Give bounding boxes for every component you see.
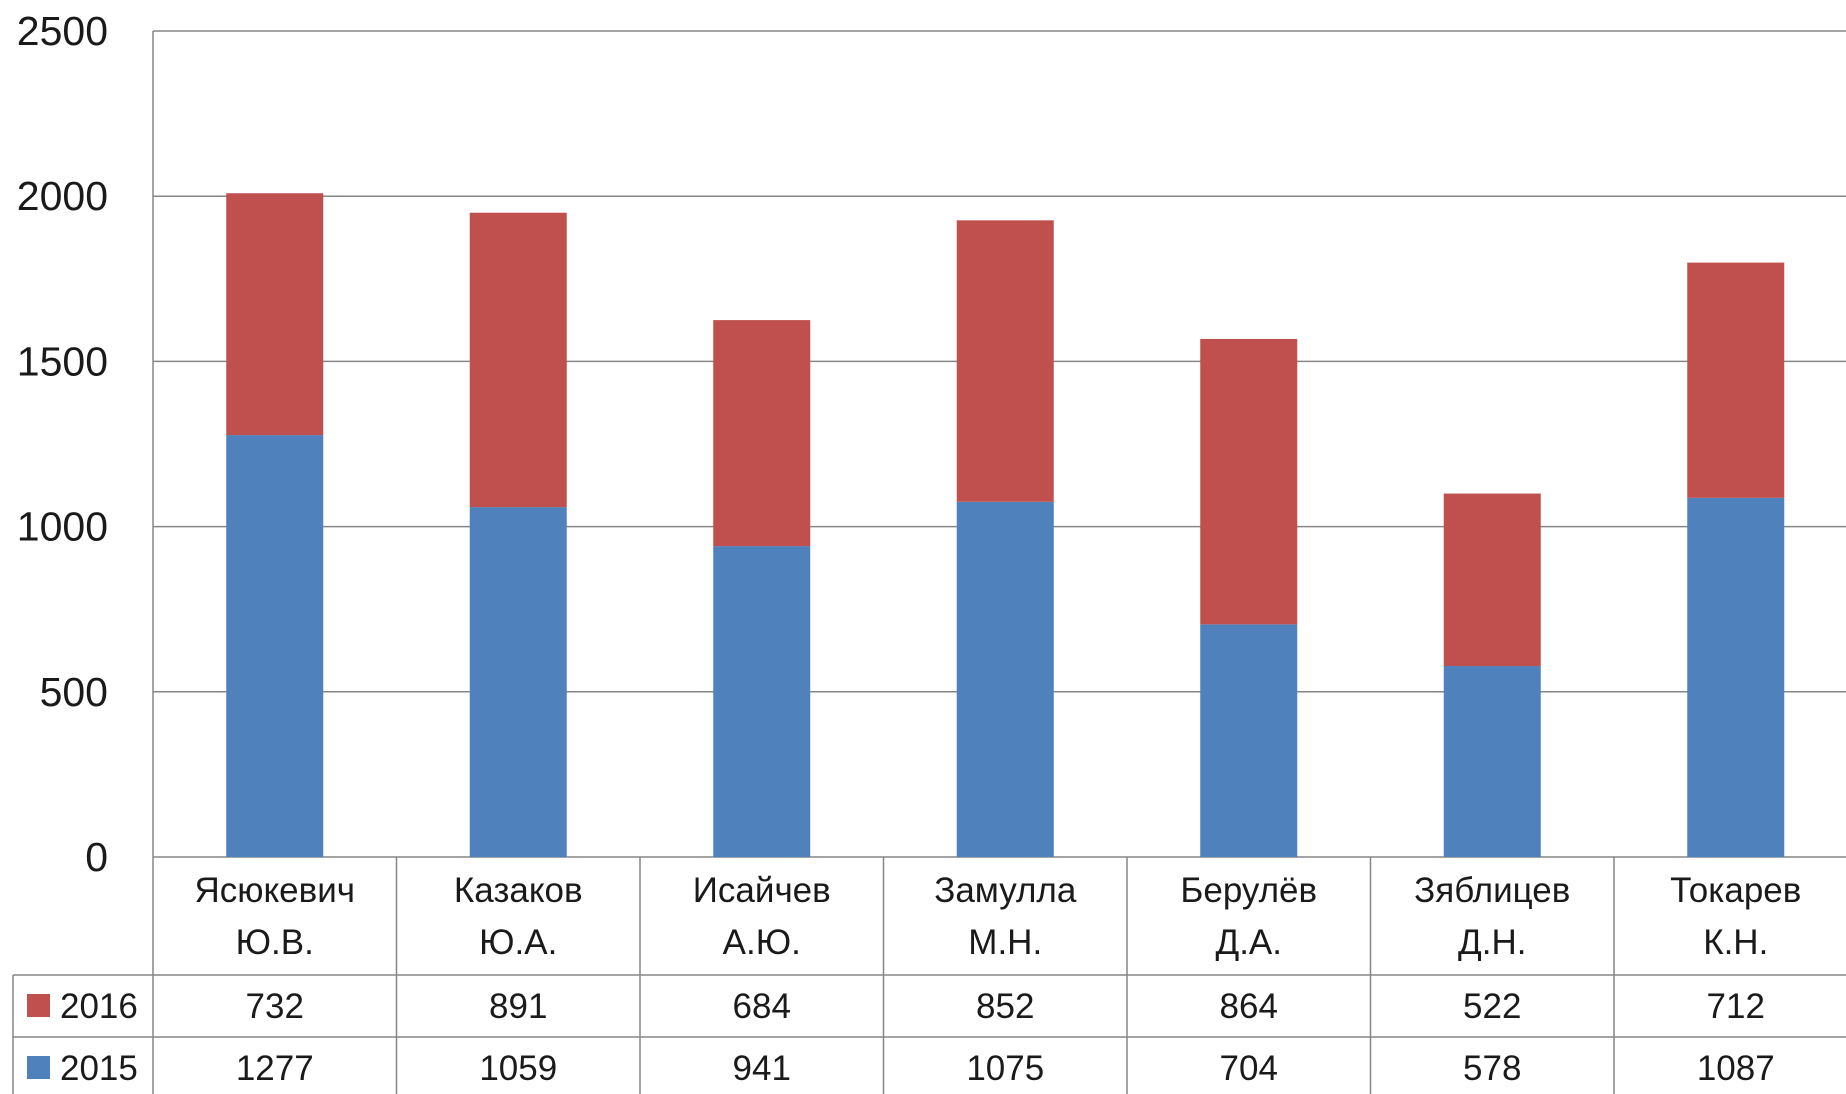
data-table: Ясюкевич Ю.В. Казаков Ю.А. Исайчев А.Ю. Замулл…	[12, 857, 1846, 1094]
x-tick-label: Д.А.	[1216, 923, 1283, 962]
y-tick-label: 1000	[17, 504, 108, 550]
bar-2016-5	[1443, 493, 1541, 667]
bar-2016-4	[1200, 338, 1298, 625]
x-tick-label: А.Ю.	[723, 923, 801, 962]
bar-2016-2	[713, 320, 811, 547]
data-label: 704	[1220, 1049, 1278, 1088]
data-label: 1059	[479, 1049, 557, 1088]
data-label: 732	[246, 987, 304, 1026]
x-tick-label: М.Н.	[968, 923, 1042, 962]
x-tick-label: Берулёв	[1180, 871, 1317, 910]
bar-2016-1	[469, 212, 567, 508]
data-label: 522	[1463, 987, 1521, 1026]
bar-2015-4	[1200, 624, 1298, 857]
data-label: 684	[733, 987, 791, 1026]
bar-2016-3	[956, 220, 1054, 502]
bar-2016-6	[1687, 262, 1785, 498]
y-tick-label: 500	[40, 669, 108, 715]
y-tick-label: 2500	[17, 8, 108, 54]
y-tick-label: 1500	[17, 338, 108, 384]
y-tick-label: 2000	[17, 173, 108, 219]
x-tick-label: Ясюкевич	[194, 871, 355, 910]
x-tick-label: Зяблицев	[1414, 871, 1570, 910]
x-tick-label: Замулла	[934, 871, 1077, 910]
data-label: 1075	[966, 1049, 1044, 1088]
legend-key-2016	[27, 994, 50, 1017]
x-tick-label: Ю.В.	[236, 923, 314, 962]
data-label: 1277	[236, 1049, 314, 1088]
x-tick-label: Д.Н.	[1458, 923, 1526, 962]
data-label: 891	[489, 987, 547, 1026]
legend-label: 2016	[60, 987, 138, 1026]
data-label: 1087	[1697, 1049, 1775, 1088]
data-label: 712	[1707, 987, 1765, 1026]
bars	[226, 193, 1785, 857]
bar-2015-6	[1687, 497, 1785, 857]
bar-2015-5	[1443, 666, 1541, 857]
x-tick-label: Исайчев	[693, 871, 831, 910]
data-label: 852	[976, 987, 1034, 1026]
y-tick-label: 0	[85, 834, 108, 880]
x-tick-label: К.Н.	[1703, 923, 1768, 962]
y-axis-tick-labels: 0 500 1000 1500 2000 2500	[17, 8, 108, 880]
data-label: 578	[1463, 1049, 1521, 1088]
data-label: 941	[733, 1049, 791, 1088]
bar-2015-2	[713, 546, 811, 857]
legend-label: 2015	[60, 1049, 138, 1088]
bar-2015-3	[956, 501, 1054, 857]
bar-2016-0	[226, 193, 324, 436]
x-tick-label: Ю.А.	[479, 923, 557, 962]
legend-key-2015	[27, 1056, 50, 1079]
x-tick-label: Токарев	[1670, 871, 1801, 910]
bar-2015-0	[226, 435, 324, 857]
x-tick-label: Казаков	[454, 871, 583, 910]
data-label: 864	[1220, 987, 1278, 1026]
bar-2015-1	[469, 507, 567, 857]
